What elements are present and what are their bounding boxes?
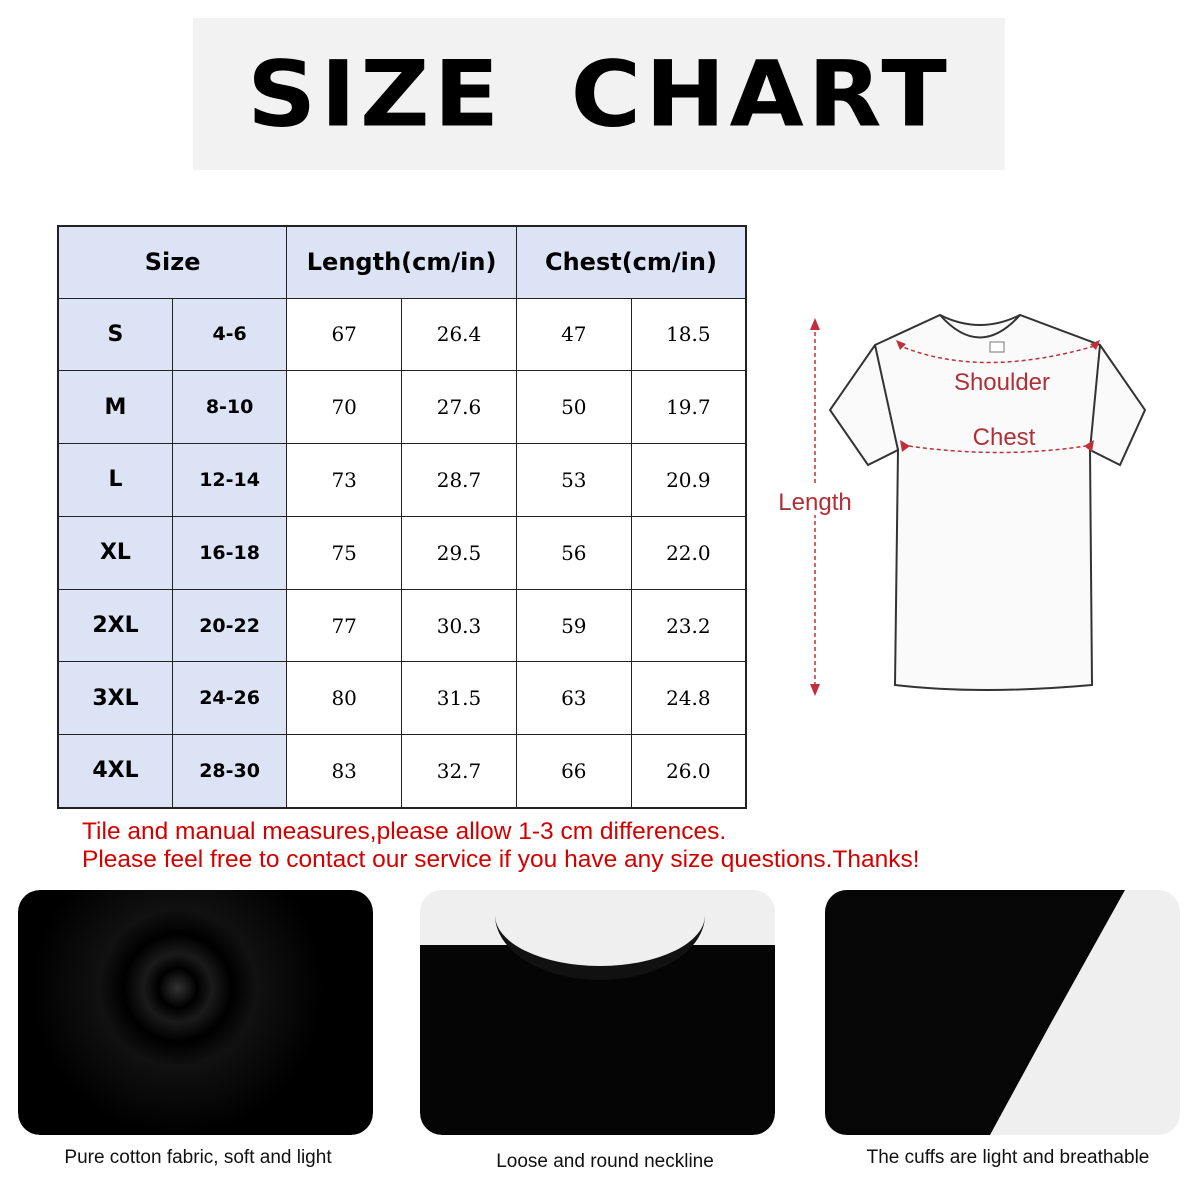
- length-label: Length: [780, 489, 852, 516]
- length-cm: 73: [286, 443, 403, 517]
- size-label: M: [57, 370, 173, 445]
- table-row: S 4-6 67 26.4 47 18.5: [57, 297, 747, 372]
- size-label: 2XL: [57, 588, 173, 663]
- cuff-photo: [825, 890, 1180, 1135]
- age-range: 16-18: [171, 515, 288, 590]
- table-row: L 12-14 73 28.7 53 20.9: [57, 443, 747, 517]
- header-chest: Chest(cm/in): [515, 225, 747, 299]
- age-range: 4-6: [171, 297, 288, 372]
- chest-cm: 63: [515, 661, 632, 736]
- size-label: XL: [57, 515, 173, 590]
- chest-in: 19.7: [630, 370, 747, 445]
- chest-in: 22.0: [630, 515, 747, 590]
- length-in: 26.4: [401, 297, 517, 372]
- length-cm: 83: [286, 734, 403, 809]
- chest-in: 24.8: [630, 661, 747, 736]
- length-cm: 67: [286, 297, 403, 372]
- table-row: M 8-10 70 27.6 50 19.7: [57, 370, 747, 445]
- title-banner: SIZE CHART: [193, 18, 1005, 170]
- chest-cm: 53: [515, 443, 632, 517]
- size-label: L: [57, 443, 173, 517]
- length-in: 30.3: [401, 588, 517, 663]
- chest-in: 18.5: [630, 297, 747, 372]
- table-row: XL 16-18 75 29.5 56 22.0: [57, 515, 747, 590]
- size-table: Size Length(cm/in) Chest(cm/in) S 4-6 67 26…: [57, 225, 747, 809]
- page-title: SIZE CHART: [247, 40, 951, 148]
- caption-neckline: Loose and round neckline: [496, 1151, 714, 1172]
- age-range: 24-26: [171, 661, 288, 736]
- header-size: Size: [57, 225, 288, 299]
- note-contact: Please feel free to contact our service …: [82, 846, 920, 873]
- length-in: 32.7: [401, 734, 517, 809]
- length-in: 29.5: [401, 515, 517, 590]
- fabric-photo: [18, 890, 373, 1135]
- size-label: S: [57, 297, 173, 372]
- chest-cm: 66: [515, 734, 632, 809]
- chest-cm: 47: [515, 297, 632, 372]
- age-range: 8-10: [171, 370, 288, 445]
- chest-cm: 50: [515, 370, 632, 445]
- tshirt-diagram: Shoulder Chest Length: [780, 313, 1147, 696]
- chest-label: Chest: [973, 424, 1036, 451]
- length-cm: 77: [286, 588, 403, 663]
- length-in: 27.6: [401, 370, 517, 445]
- table-row: 2XL 20-22 77 30.3 59 23.2: [57, 588, 747, 663]
- chest-in: 20.9: [630, 443, 747, 517]
- chest-in: 23.2: [630, 588, 747, 663]
- chest-cm: 59: [515, 588, 632, 663]
- length-cm: 75: [286, 515, 403, 590]
- size-label: 3XL: [57, 661, 173, 736]
- length-cm: 70: [286, 370, 403, 445]
- chest-cm: 56: [515, 515, 632, 590]
- length-cm: 80: [286, 661, 403, 736]
- caption-fabric: Pure cotton fabric, soft and light: [64, 1147, 332, 1168]
- age-range: 20-22: [171, 588, 288, 663]
- size-label: 4XL: [57, 734, 173, 809]
- age-range: 28-30: [171, 734, 288, 809]
- length-in: 31.5: [401, 661, 517, 736]
- note-measure: Tile and manual measures,please allow 1-…: [82, 818, 727, 845]
- table-row: 4XL 28-30 83 32.7 66 26.0: [57, 734, 747, 809]
- length-in: 28.7: [401, 443, 517, 517]
- age-range: 12-14: [171, 443, 288, 517]
- chest-in: 26.0: [630, 734, 747, 809]
- caption-cuffs: The cuffs are light and breathable: [866, 1147, 1150, 1168]
- shoulder-label: Shoulder: [954, 369, 1050, 396]
- header-length: Length(cm/in): [286, 225, 517, 299]
- table-row: 3XL 24-26 80 31.5 63 24.8: [57, 661, 747, 736]
- neckline-photo: [420, 890, 775, 1135]
